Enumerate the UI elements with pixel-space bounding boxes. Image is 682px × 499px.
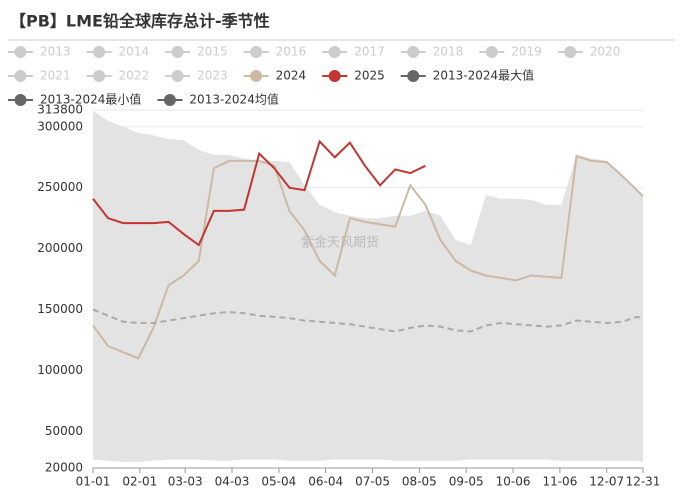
- legend-label: 2016: [276, 45, 307, 59]
- legend-marker: [564, 46, 577, 58]
- y-tick-label: 300000: [37, 119, 83, 133]
- legend-label: 2017: [354, 45, 385, 59]
- range-band: [93, 110, 643, 462]
- legend-marker: [328, 70, 341, 82]
- legend-marker: [171, 46, 184, 58]
- legend-item: 2013-2024均值: [157, 92, 279, 107]
- legend-marker: [407, 46, 420, 58]
- legend-label: 2013-2024均值: [189, 92, 278, 107]
- y-tick-label: 313800: [37, 103, 83, 117]
- y-tick-label: 150000: [37, 302, 83, 316]
- series-line: [92, 139, 426, 247]
- legend-marker: [163, 94, 176, 106]
- legend-marker: [250, 46, 263, 58]
- x-tick-label: 10-06: [496, 475, 531, 489]
- y-tick-label: 50000: [45, 424, 83, 438]
- x-tick-label: 08-05: [402, 475, 437, 489]
- x-tick-label: 12-07: [589, 475, 624, 489]
- legend-item: 2025: [322, 69, 385, 83]
- series-line: [92, 308, 644, 333]
- chart-title: 【PB】LME铅全球库存总计-季节性: [10, 12, 270, 31]
- legend-item: 2017: [322, 45, 385, 59]
- x-tick-label: 09-05: [449, 475, 484, 489]
- legend-item: 2016: [243, 45, 307, 59]
- legend-label: 2013-2024最大值: [433, 68, 534, 83]
- legend-label: 2024: [276, 69, 307, 83]
- legend-label: 2020: [590, 45, 621, 59]
- legend-label: 2015: [197, 45, 228, 59]
- legend-item: 2023: [165, 69, 228, 83]
- legend-label: 2025: [354, 69, 385, 83]
- x-tick-label: 02-01: [122, 475, 157, 489]
- legend-item: 2014: [86, 45, 150, 59]
- x-tick-label: 06-04: [308, 475, 343, 489]
- legend-marker: [14, 94, 27, 106]
- legend-item: 2013: [8, 45, 71, 59]
- legend-item: 2020: [557, 45, 621, 59]
- legend-item: 2018: [400, 45, 464, 59]
- x-tick-label: 01-01: [76, 475, 111, 489]
- legend-item: 2013-2024最小值: [8, 92, 141, 107]
- legend-item: 2021: [8, 69, 71, 83]
- legend-item: 2022: [86, 69, 150, 83]
- legend-label: 2019: [511, 45, 542, 59]
- legend-marker: [485, 46, 498, 58]
- legend-item: 2015: [165, 45, 228, 59]
- legend-marker: [14, 46, 27, 58]
- y-tick-label: 20000: [45, 461, 83, 475]
- legend-label: 2021: [40, 69, 71, 83]
- legend-item: 2019: [479, 45, 542, 59]
- legend-label: 2013: [40, 45, 71, 59]
- legend-marker: [328, 46, 341, 58]
- x-tick-label: 03-03: [168, 475, 203, 489]
- watermark: 紫金天风期货: [301, 235, 379, 251]
- legend-label: 2023: [197, 69, 228, 83]
- x-tick-label: 04-03: [215, 475, 250, 489]
- y-tick-label: 200000: [37, 241, 83, 255]
- y-tick-label: 250000: [37, 180, 83, 194]
- legend-label: 2018: [433, 45, 464, 59]
- legend-marker: [250, 70, 263, 82]
- legend-marker: [171, 70, 184, 82]
- x-tick-label: 12-31: [626, 475, 661, 489]
- x-tick-label: 05-04: [261, 475, 296, 489]
- legend-item: 2013-2024最大值: [400, 68, 534, 83]
- legend-marker: [407, 70, 420, 82]
- legend-label: 2022: [119, 69, 150, 83]
- legend-label: 2013-2024最小值: [40, 92, 141, 107]
- legend-marker: [14, 70, 27, 82]
- y-tick-label: 100000: [37, 363, 83, 377]
- series-line: [92, 154, 644, 360]
- legend-marker: [93, 46, 106, 58]
- legend-item: 2024: [243, 69, 307, 83]
- x-tick-label: 11-06: [542, 475, 577, 489]
- legend-label: 2014: [119, 45, 150, 59]
- x-tick-label: 07-05: [355, 475, 390, 489]
- legend-marker: [93, 70, 106, 82]
